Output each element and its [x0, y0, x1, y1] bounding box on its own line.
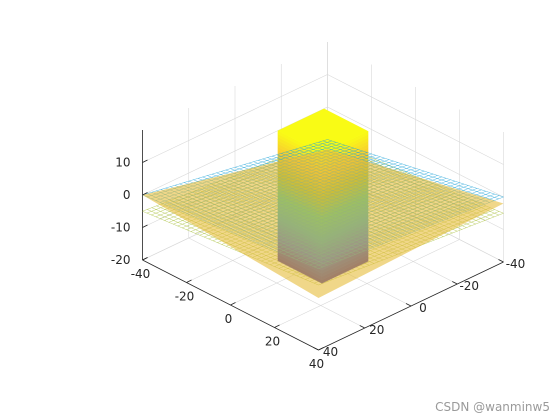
y-tick-label: -40 — [506, 257, 526, 271]
y-tick-label: -20 — [459, 279, 479, 293]
y-tick-label: 0 — [419, 301, 427, 315]
y-tick-mark — [359, 325, 365, 329]
z-tick-mark — [142, 192, 148, 196]
x-tick-mark — [274, 324, 280, 328]
z-tick-label: 10 — [115, 156, 130, 170]
z-tick-label: 0 — [123, 188, 131, 202]
y-tick-mark — [405, 303, 412, 307]
z-tick-label: -20 — [111, 253, 131, 267]
z-tick-label: -10 — [111, 221, 131, 235]
watermark: CSDN @wanminw5 — [435, 400, 550, 414]
x-tick-mark — [318, 347, 324, 351]
x-tick-label: -20 — [175, 290, 195, 304]
z-tick-mark — [142, 224, 148, 228]
z-tick-mark — [142, 159, 148, 163]
z-tick-mark — [142, 257, 148, 261]
y-tick-label: 40 — [323, 345, 338, 359]
x-tick-label: 40 — [309, 357, 324, 371]
x-tick-mark — [186, 279, 192, 283]
grid-line — [327, 106, 504, 198]
x-tick-label: -40 — [131, 267, 151, 281]
y-tick-mark — [498, 259, 504, 263]
y-tick-mark — [313, 347, 319, 351]
y-tick-mark — [452, 281, 458, 285]
mesh-line — [327, 139, 504, 198]
y-tick-label: 20 — [369, 323, 384, 337]
grid-line — [188, 237, 365, 329]
grid-line — [142, 74, 328, 163]
grid-line — [327, 74, 504, 165]
mesh-line — [318, 142, 495, 201]
x-tick-label: 0 — [225, 312, 233, 326]
x-tick-mark — [230, 302, 236, 306]
face-plane-3 — [142, 149, 504, 298]
mesh-line — [322, 140, 499, 200]
x-tick-label: 20 — [265, 335, 280, 349]
plot-area — [142, 108, 504, 298]
